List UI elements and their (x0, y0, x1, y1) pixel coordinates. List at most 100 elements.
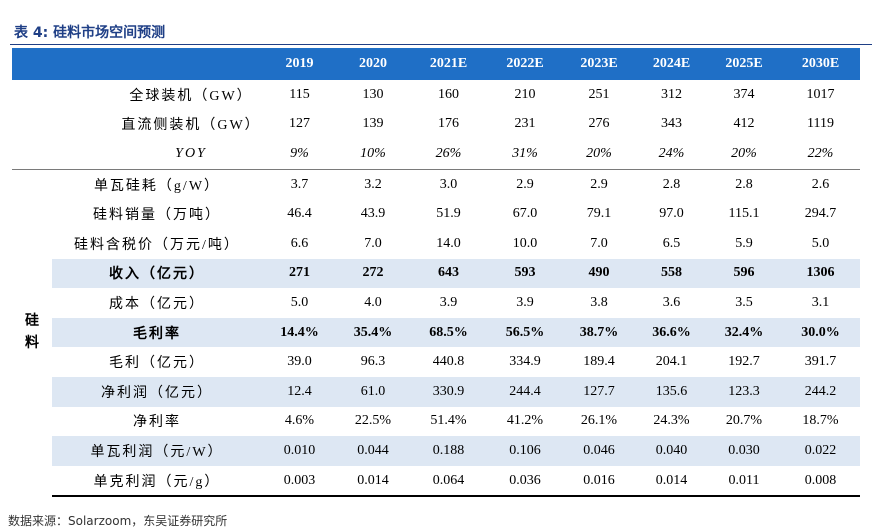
cell: 294.7 (804, 206, 837, 222)
cell: 2.9 (516, 176, 534, 192)
cell: 490 (562, 258, 636, 289)
table-title: 表 4: 硅料市场空间预测 (14, 25, 166, 41)
cell: 39.0 (287, 354, 312, 370)
year-header: 2025E (707, 48, 781, 80)
cell: 24% (636, 139, 707, 170)
cell: 35.4% (337, 317, 409, 348)
cell: 3.5 (735, 294, 753, 310)
cell: 412 (733, 116, 755, 132)
header-corner (12, 48, 52, 80)
cell: 0.022 (781, 436, 860, 466)
cell: 20.7% (725, 413, 763, 429)
cell: 14.4% (262, 317, 337, 348)
row-label: 净利润（亿元） (52, 376, 262, 407)
empty-group-cell (12, 80, 52, 110)
cell: 135.6 (636, 376, 707, 407)
cell: 343 (661, 116, 682, 132)
cell: 5.0 (811, 235, 830, 251)
cell: 272 (337, 258, 409, 289)
cell: 2.8 (662, 176, 681, 192)
cell: 0.011 (707, 465, 781, 498)
header-row: 2019 2020 2021E 2022E 2023E 2024E 2025E … (12, 48, 860, 80)
cell: 38.7% (562, 317, 636, 348)
cell: 593 (488, 258, 562, 289)
cell: 374 (733, 86, 755, 102)
cell: 1119 (807, 116, 834, 132)
year-header: 2022E (488, 48, 562, 80)
cell: 0.040 (636, 436, 707, 466)
cell: 0.036 (488, 465, 562, 498)
cell: 5.9 (735, 235, 753, 251)
table-row: 硅料含税价（万元/吨） 6.6 7.0 14.0 10.0 7.0 6.5 5.… (12, 229, 860, 259)
cell: 0.046 (562, 436, 636, 466)
row-label: 单瓦硅耗（g/W） (93, 178, 221, 194)
table-row: 硅 料 单瓦硅耗（g/W） 3.7 3.2 3.0 2.9 2.9 2.8 2.… (12, 169, 860, 351)
cell: 115 (289, 86, 310, 102)
cell: 6.6 (290, 235, 309, 251)
cell: 10% (337, 139, 409, 170)
group-label-text: 硅 料 (25, 314, 39, 352)
cell: 3.8 (590, 294, 608, 310)
table-row-highlight: 毛利率 14.4% 35.4% 68.5% 56.5% 38.7% 36.6% … (12, 317, 860, 348)
cell: 0.014 (337, 465, 409, 498)
cell: 31% (488, 139, 562, 170)
cell: 0.064 (409, 465, 488, 498)
cell: 10.0 (512, 235, 538, 251)
cell: 3.7 (290, 176, 309, 192)
year-header: 2030E (781, 48, 860, 80)
cell: 192.7 (728, 354, 760, 370)
cell: 41.2% (506, 413, 544, 429)
table-row: 直流侧装机（GW） 127 139 176 231 276 343 412 11… (12, 110, 860, 140)
cell: 68.5% (409, 317, 488, 348)
cell: 251 (588, 86, 610, 102)
year-header: 2020 (337, 48, 409, 80)
table-row: 单克利润（元/g） 0.003 0.014 0.064 0.036 0.016 … (12, 465, 860, 498)
year-header: 2023E (562, 48, 636, 80)
group-label-silicon: 硅 料 (12, 169, 52, 496)
row-label: 成本（亿元） (109, 296, 205, 312)
cell: 4.0 (364, 294, 382, 310)
year-header: 2024E (636, 48, 707, 80)
cell: 210 (514, 86, 536, 102)
cell: 330.9 (409, 376, 488, 407)
cell: 3.0 (439, 176, 458, 192)
cell: 26% (409, 139, 488, 170)
cell: 3.6 (662, 294, 681, 310)
title-rule (10, 44, 872, 45)
cell: 32.4% (707, 317, 781, 348)
cell: 30.0% (781, 317, 860, 348)
cell: 3.1 (811, 294, 830, 310)
cell: 4.6% (284, 413, 315, 429)
cell: 1306 (781, 258, 860, 289)
cell: 0.188 (409, 436, 488, 466)
cell: 46.4 (287, 206, 312, 222)
row-label: 毛利率 (52, 317, 262, 348)
cell: 6.5 (662, 235, 681, 251)
table-row-shaded: 净利润（亿元） 12.4 61.0 330.9 244.4 127.7 135.… (12, 376, 860, 407)
cell: 115.1 (728, 206, 760, 222)
cell: 391.7 (804, 354, 837, 370)
year-header: 2019 (262, 48, 337, 80)
cell: 7.0 (590, 235, 608, 251)
cell: 271 (262, 258, 337, 289)
table-row: 净利率 4.6% 22.5% 51.4% 41.2% 26.1% 24.3% 2… (12, 407, 860, 437)
cell: 160 (438, 86, 459, 102)
cell: 0.106 (488, 436, 562, 466)
cell: 22.5% (354, 413, 392, 429)
cell: 3.2 (364, 176, 382, 192)
cell: 0.014 (636, 465, 707, 498)
cell: 123.3 (707, 376, 781, 407)
table-row-shaded: 单瓦利润（元/W） 0.010 0.044 0.188 0.106 0.046 … (12, 436, 860, 466)
cell: 51.4% (430, 413, 467, 429)
cell: 139 (362, 116, 384, 132)
cell: 0.016 (562, 465, 636, 498)
cell: 79.1 (586, 206, 612, 222)
cell: 643 (409, 258, 488, 289)
row-label: 毛利（亿元） (109, 356, 205, 372)
cell: 96.3 (360, 354, 386, 370)
cell: 0.044 (337, 436, 409, 466)
cell: 276 (588, 116, 610, 132)
cell: 244.2 (781, 376, 860, 407)
row-label: 单瓦利润（元/W） (52, 436, 262, 466)
cell: 26.1% (580, 413, 618, 429)
